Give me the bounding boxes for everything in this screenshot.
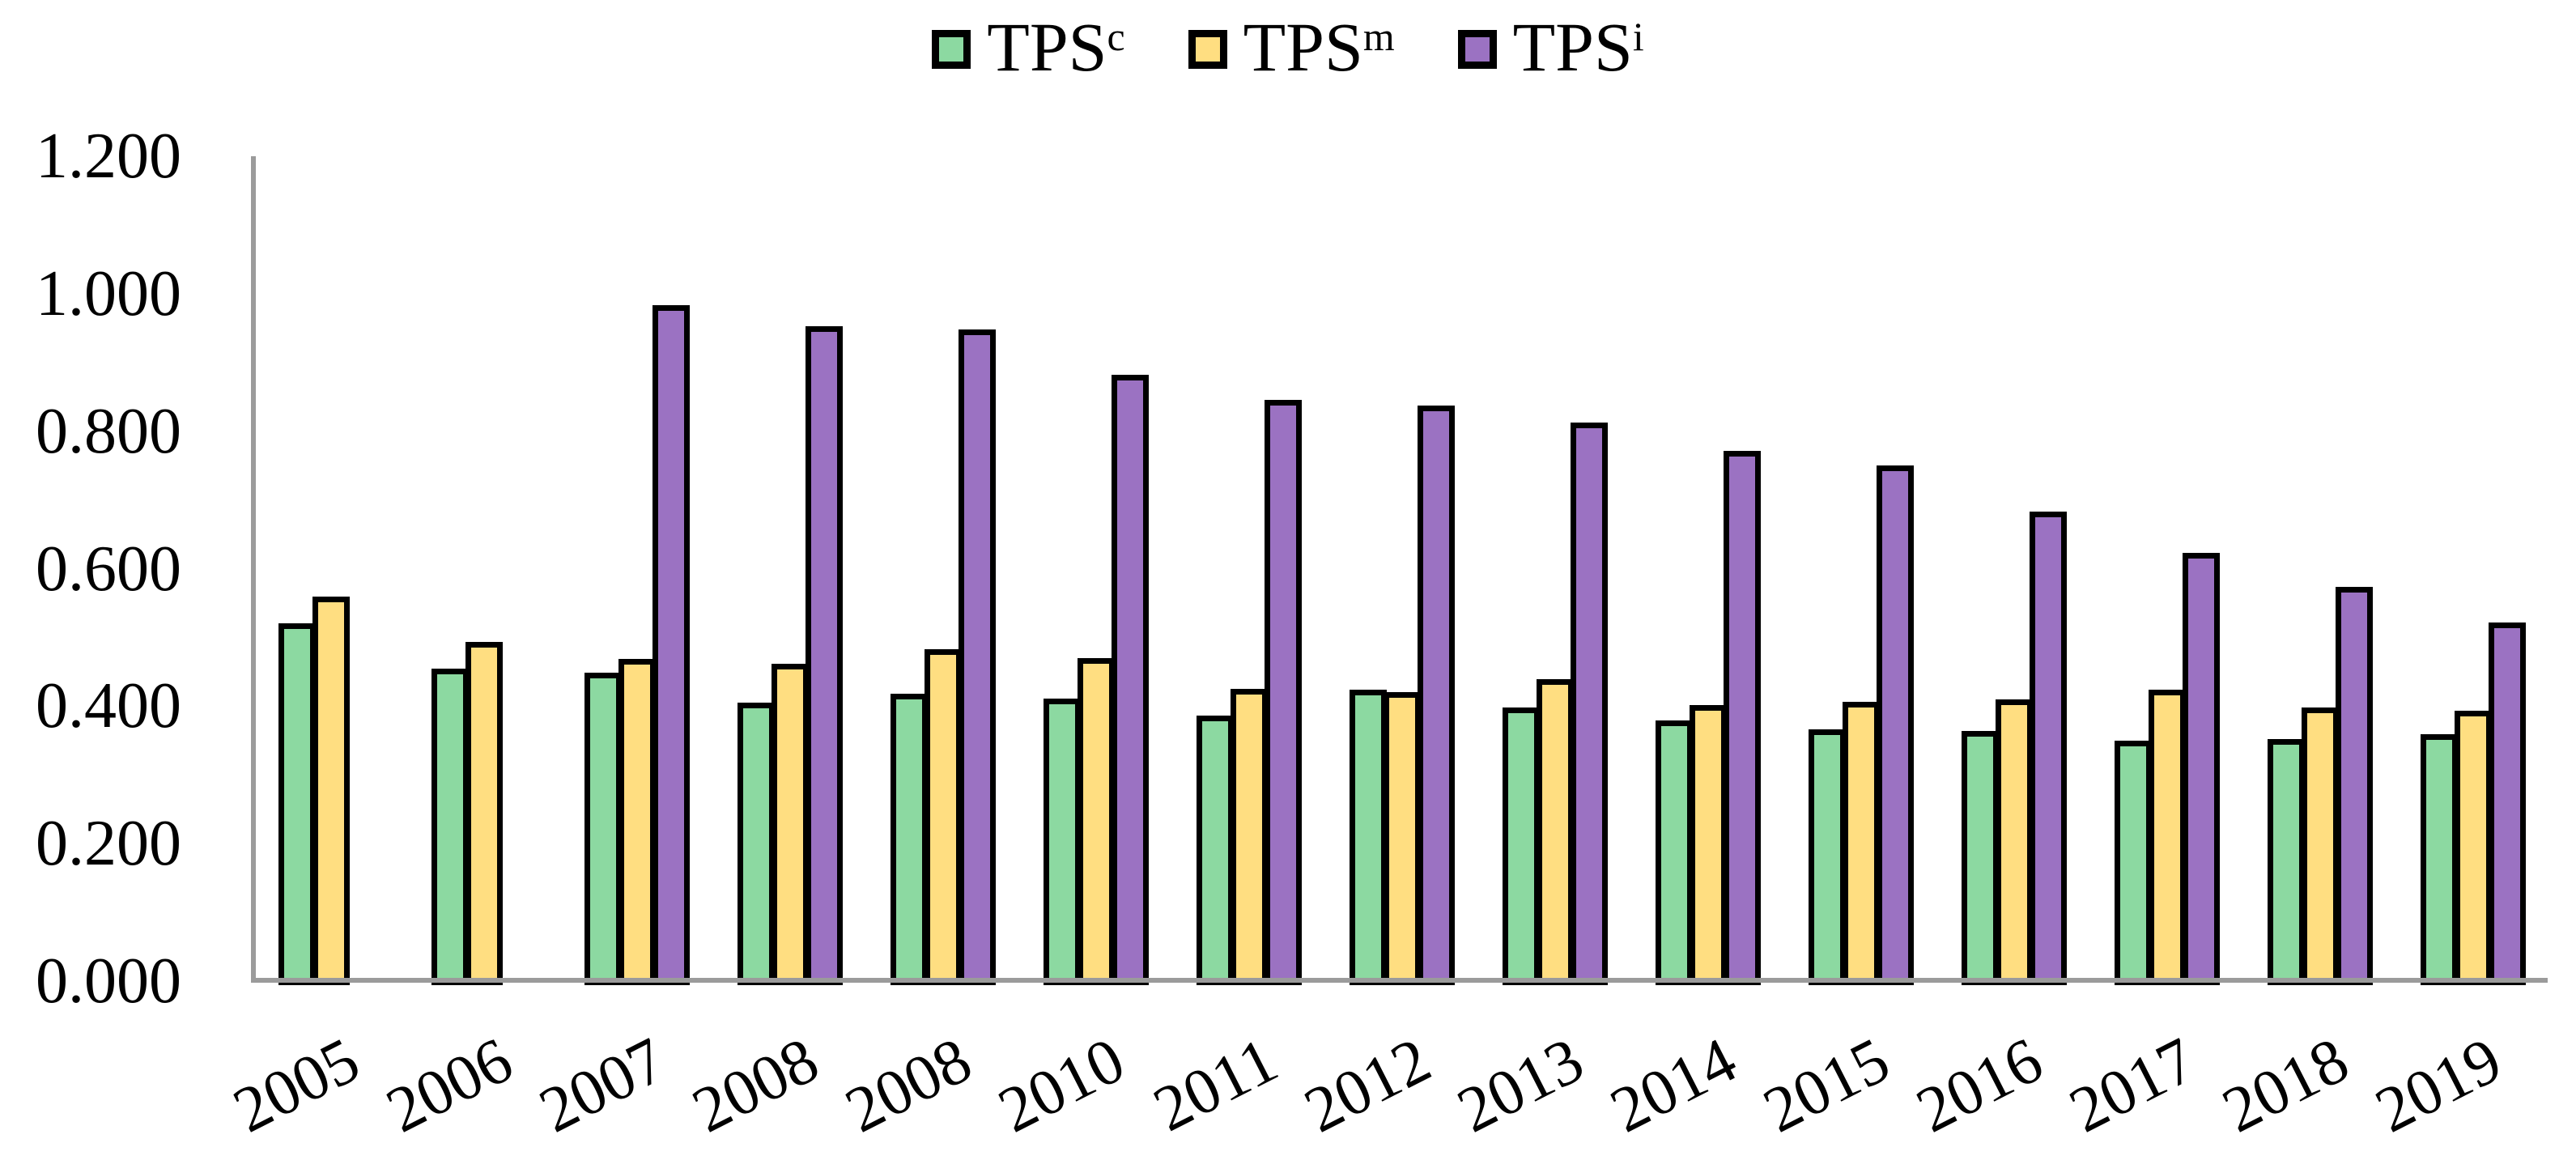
bar-TPSi-2013	[1571, 423, 1608, 985]
bar-TPSm-2019	[2455, 711, 2492, 985]
x-axis-line	[251, 978, 2548, 983]
y-axis-tick-label: 0.000	[36, 945, 181, 1017]
plot-area	[251, 156, 2566, 985]
y-axis-line	[251, 156, 256, 983]
legend-swatch-tps-c	[932, 30, 971, 69]
bar-TPSc-2007	[584, 673, 622, 985]
bar-TPSm-2015	[1843, 702, 1880, 985]
bar-TPSc-2014	[1656, 720, 1693, 985]
bar-TPSc-2012	[1350, 690, 1387, 985]
bar-TPSc-2013	[1503, 707, 1540, 985]
bar-TPSi-2007	[653, 305, 690, 985]
bar-TPSi-2019	[2489, 622, 2526, 985]
bar-TPSm-2006	[465, 642, 503, 985]
bar-TPSi-2008	[806, 326, 843, 985]
bar-TPSi-2016	[2030, 512, 2067, 985]
bar-TPSm-2018	[2302, 707, 2339, 985]
y-axis-tick-label: 0.400	[36, 670, 181, 742]
legend-item-tps-i: TPSi	[1457, 8, 1644, 86]
bar-TPSm-2007	[618, 659, 656, 985]
bar-TPSc-2010	[1044, 699, 1081, 985]
bar-TPSm-2014	[1690, 705, 1727, 985]
bar-TPSm-2017	[2149, 690, 2186, 985]
bar-TPSm-2016	[1996, 699, 2033, 985]
bar-TPSc-2005	[278, 623, 316, 985]
legend: TPSc TPSm TPSi	[0, 6, 2576, 87]
bar-TPSi-2017	[2183, 553, 2220, 985]
bar-TPSm-2008	[925, 649, 962, 985]
legend-item-tps-c: TPSc	[932, 8, 1125, 86]
bar-TPSm-2005	[312, 597, 350, 985]
bar-TPSi-2018	[2336, 587, 2373, 985]
bar-TPSc-2019	[2421, 734, 2458, 985]
bar-TPSi-2012	[1418, 406, 1455, 985]
bar-TPSc-2015	[1809, 729, 1846, 985]
bar-TPSm-2008	[772, 664, 809, 985]
bar-TPSm-2010	[1078, 658, 1115, 985]
y-axis-tick-label: 1.200	[36, 121, 181, 192]
bar-TPSi-2008	[959, 329, 996, 985]
legend-swatch-tps-i	[1457, 30, 1497, 69]
bar-TPSi-2015	[1877, 465, 1914, 985]
bar-TPSi-2014	[1724, 451, 1761, 985]
y-axis-tick-label: 0.200	[36, 808, 181, 880]
bar-TPSc-2018	[2268, 739, 2305, 985]
legend-label-tps-m: TPSm	[1243, 8, 1395, 86]
bar-TPSc-2006	[431, 669, 469, 985]
bar-TPSi-2011	[1265, 400, 1302, 985]
bar-TPSc-2017	[2115, 741, 2152, 985]
y-axis-tick-label: 0.800	[36, 395, 181, 467]
bar-TPSc-2016	[1962, 731, 1999, 985]
legend-label-tps-c: TPSc	[987, 8, 1125, 86]
legend-swatch-tps-m	[1188, 30, 1227, 69]
bar-TPSm-2011	[1231, 689, 1268, 985]
bar-TPSm-2013	[1537, 679, 1574, 985]
bar-TPSc-2008	[891, 694, 928, 985]
legend-item-tps-m: TPSm	[1188, 12, 1395, 82]
legend-label-tps-i: TPSi	[1512, 8, 1644, 86]
y-axis-tick-label: 0.600	[36, 533, 181, 605]
bar-TPSc-2008	[738, 703, 775, 985]
bar-TPSc-2011	[1197, 716, 1234, 985]
y-axis-tick-label: 1.000	[36, 257, 181, 329]
bar-TPSi-2010	[1112, 375, 1149, 985]
bar-TPSm-2012	[1384, 692, 1421, 985]
